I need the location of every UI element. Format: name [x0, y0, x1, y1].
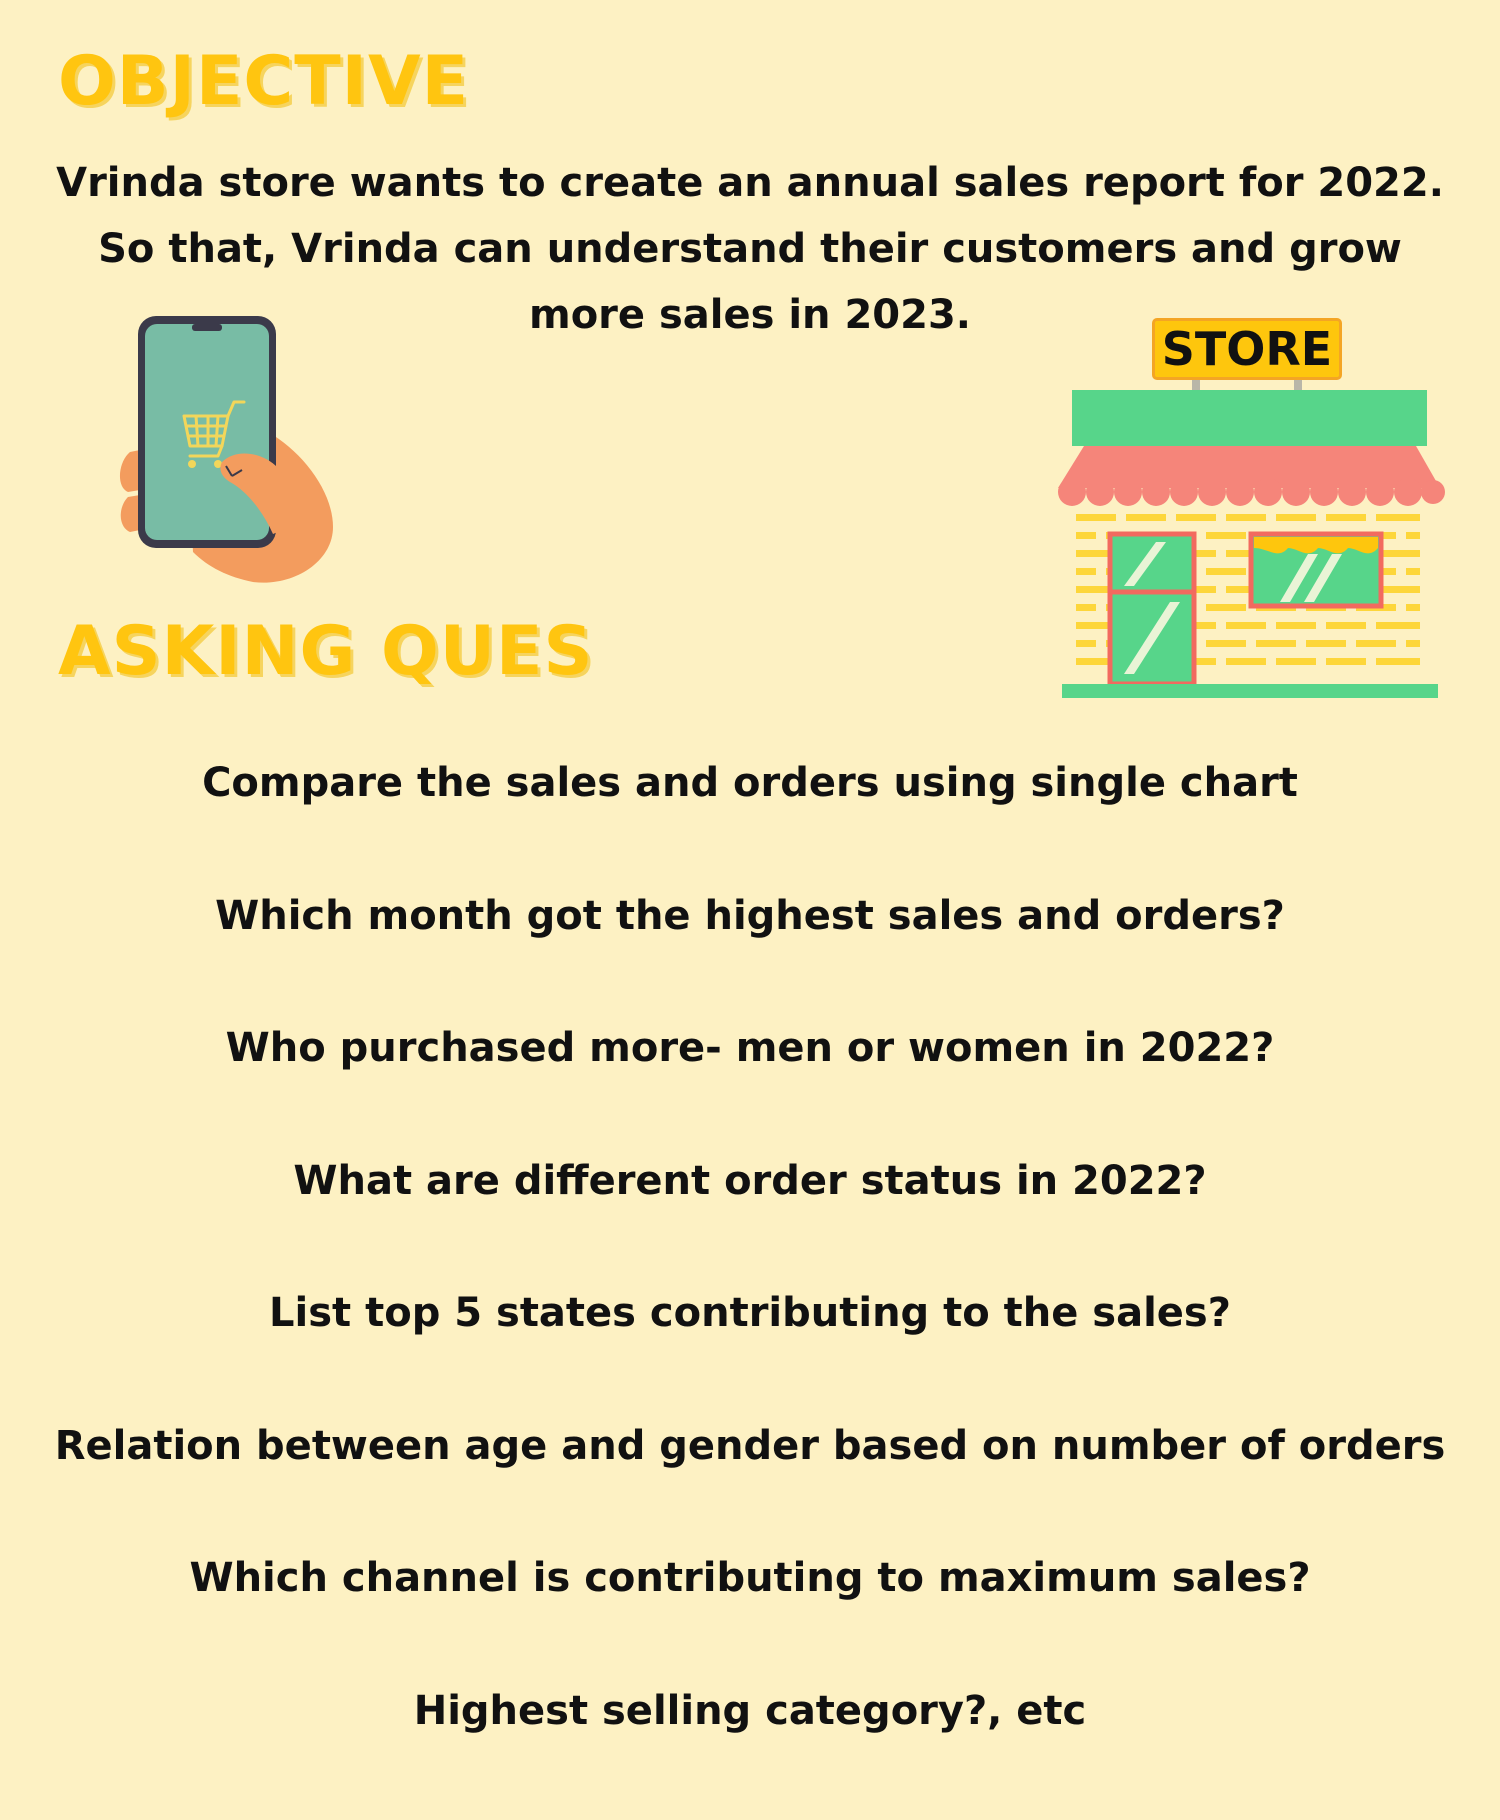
store-sign: STORE — [1152, 318, 1342, 380]
question-item: Compare the sales and orders using singl… — [0, 760, 1500, 893]
question-item: List top 5 states contributing to the sa… — [0, 1290, 1500, 1423]
question-item: Which month got the highest sales and or… — [0, 893, 1500, 1026]
objective-heading: OBJECTIVE — [58, 42, 469, 121]
objective-line: Vrinda store wants to create an annual s… — [0, 150, 1500, 216]
question-item: Which channel is contributing to maximum… — [0, 1555, 1500, 1688]
question-item: Who purchased more- men or women in 2022… — [0, 1025, 1500, 1158]
objective-line: So that, Vrinda can understand their cus… — [0, 216, 1500, 282]
question-list: Compare the sales and orders using singl… — [0, 760, 1500, 1820]
question-item: Highest selling category?, etc — [0, 1688, 1500, 1820]
asking-heading: ASKING QUES — [58, 612, 593, 691]
phone-with-cart-icon — [118, 312, 350, 592]
question-item: Relation between age and gender based on… — [0, 1423, 1500, 1556]
question-item: What are different order status in 2022? — [0, 1158, 1500, 1291]
